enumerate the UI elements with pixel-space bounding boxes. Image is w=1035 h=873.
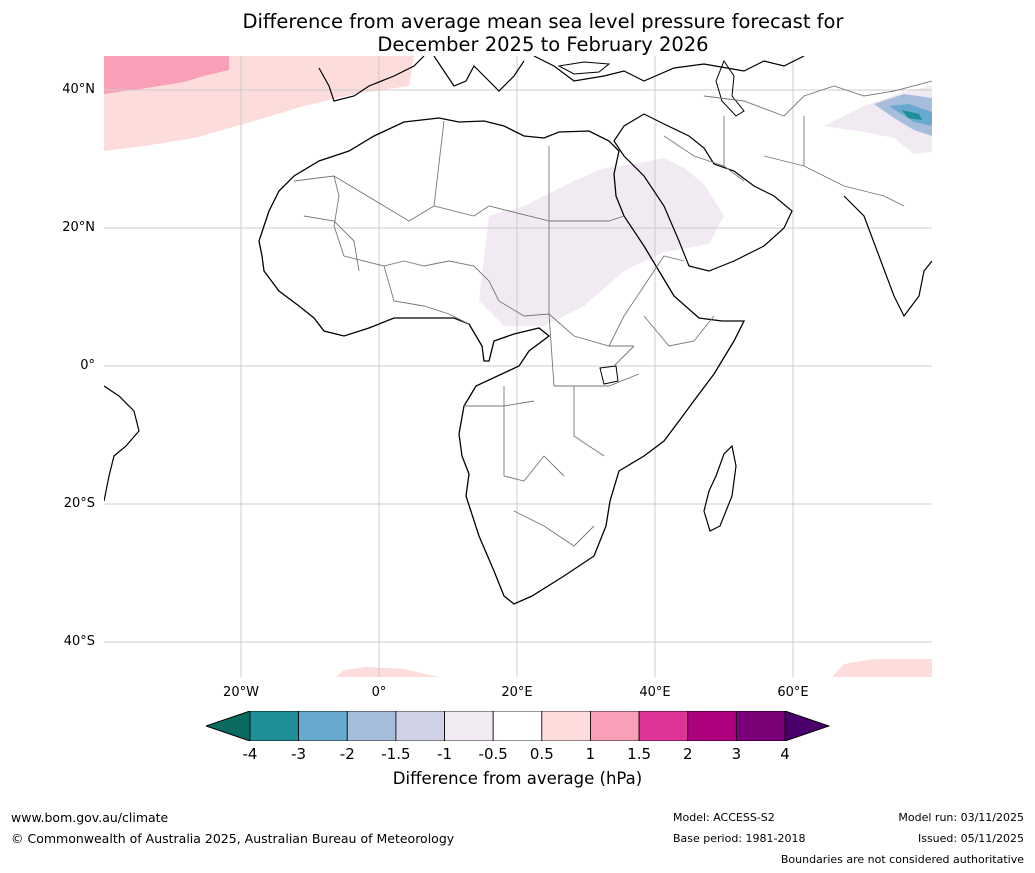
madagascar [703,444,737,532]
colorbar-cell [590,711,640,741]
colorbar-label: Difference from average (hPa) [392,769,643,788]
lake-victoria [599,365,619,385]
colorbar-tick-label: -3 [291,745,307,763]
south-america-coastline [104,385,140,502]
lon-label-40e: 40°E [639,685,671,700]
colorbar-tick-label: 0.5 [529,745,554,763]
europe-coastline [318,56,805,102]
map-panel [104,56,932,677]
lat-label-40n: 40°N [62,82,95,97]
colorbar-tick-label: -1.5 [381,745,411,763]
lat-label-20n: 20°N [62,220,95,235]
colorbar-tick-label: 2 [682,745,693,763]
lon-label-60e: 60°E [777,685,809,700]
title-line-2: December 2025 to February 2026 [377,33,709,56]
colorbar-tick-label: 1.5 [627,745,652,763]
anomaly-positive-south [336,667,439,677]
title-line-1: Difference from average mean sea level p… [242,10,844,33]
anomaly-positive-southeast [832,659,932,677]
colorbar-cell [395,711,445,741]
colorbar-high-extend [784,711,830,741]
lon-label-0: 0° [371,685,387,700]
colorbar-tick-label: -1 [437,745,453,763]
colorbar-tick-label: -4 [242,745,258,763]
colorbar-tick-label: 3 [731,745,742,763]
colorbar-tick-label: 1 [585,745,596,763]
colorbar-cell [735,711,786,741]
colorbar-cell [444,711,494,741]
lat-label-40s: 40°S [63,634,95,649]
colorbar-cell [298,711,348,741]
colorbar-cell [541,711,591,741]
colorbar-low-extend [206,711,251,741]
lon-label-20e: 20°E [501,685,533,700]
disclaimer-text: Boundaries are not considered authoritat… [780,853,1024,866]
arabian-peninsula [613,113,793,272]
colorbar-cell [687,711,737,741]
caspian-sea [715,59,745,117]
lat-label-0: 0° [80,358,95,373]
colorbar-tick-label: 4 [780,745,790,763]
colorbar [206,711,830,741]
issued-text: Issued: 05/11/2025 [917,832,1024,845]
colorbar-cell [249,711,300,741]
lon-label-20w: 20°W [223,685,259,700]
colorbar-tick-label: -0.5 [478,745,508,763]
black-sea [557,61,611,75]
anomaly-negative-sahel [479,158,724,326]
lat-label-20s: 20°S [63,496,95,511]
anomaly-negative-himalaya-mid [874,94,932,136]
anomaly-negative-himalaya-core [902,110,922,120]
anomaly-positive-strong-northwest [104,56,229,94]
colorbar-cell [638,711,689,741]
colorbar-tick-label: -2 [339,745,355,763]
country-borders [293,80,932,547]
colorbar-cell [492,711,543,741]
base-period-text: Base period: 1981-2018 [673,832,806,845]
colorbar-cell [346,711,397,741]
india-coastline [843,195,932,318]
copyright-text: © Commonwealth of Australia 2025, Austra… [11,831,455,846]
model-run-text: Model run: 03/11/2025 [898,811,1024,824]
map-title: Difference from average mean sea level p… [0,10,1035,56]
website-link[interactable]: www.bom.gov.au/climate [11,810,169,825]
model-text: Model: ACCESS-S2 [673,811,775,824]
